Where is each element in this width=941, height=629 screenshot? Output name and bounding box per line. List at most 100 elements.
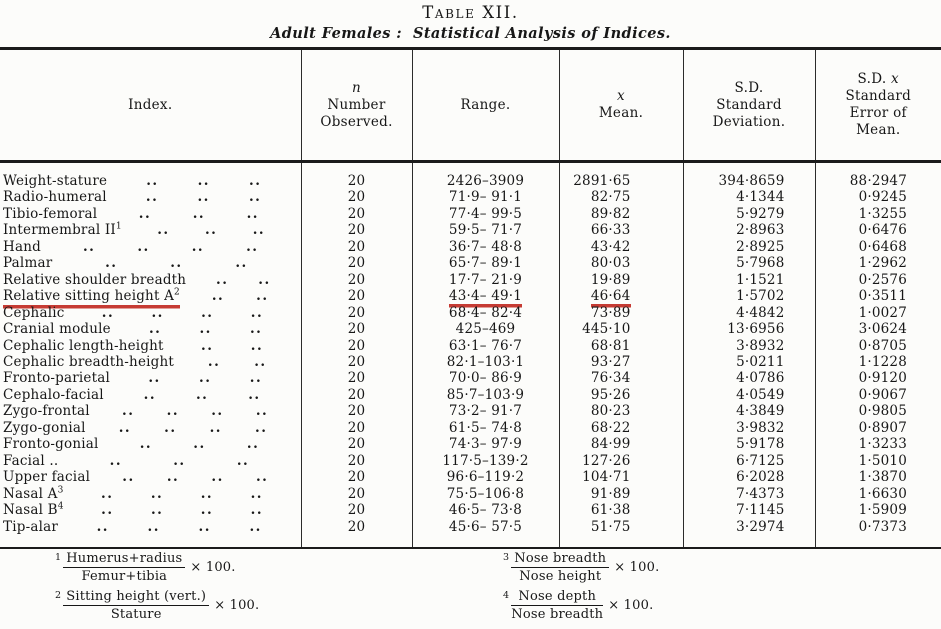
index-name: Zygo-frontal	[3, 403, 90, 420]
index-name: Radio-humeral	[3, 189, 107, 206]
standard-error-cell: 0·2576	[814, 271, 941, 289]
footnote-number: 4	[503, 590, 510, 601]
header-range: Range.	[411, 48, 559, 163]
mean-cell: 76·34	[558, 370, 683, 387]
n-observed-cell: 20	[300, 288, 412, 305]
table-row: Hand........ 20 36·7– 48·8 43·42 2·8925 0·646…	[0, 238, 941, 256]
index-name: Cephalic length-height	[3, 337, 164, 354]
table-row: Relative sitting height A2.... 20 43·4– 49…	[0, 288, 941, 305]
index-name: Nasal A3	[3, 485, 64, 502]
n-observed-cell: 20	[300, 271, 412, 289]
fraction-multiplier: × 100.	[190, 560, 236, 575]
footnote-number: 3	[503, 552, 510, 563]
index-name: Nasal B4	[3, 501, 64, 519]
fraction-denominator: Femur+tibia	[81, 569, 168, 584]
header-n-label: Number Observed.	[320, 96, 393, 130]
statistics-table: Index. n Number Observed. Range. x Mean.…	[0, 47, 941, 549]
index-cell: Radio-humeral......	[0, 189, 301, 205]
mean-cell: 73·89	[558, 304, 683, 322]
mean-cell: 46·64	[558, 288, 683, 305]
footnote-marker: 3	[57, 485, 64, 496]
n-observed-cell: 20	[300, 189, 412, 206]
footnote-fraction: Nose breadth Nose height	[511, 551, 610, 584]
table-row: Relative shoulder breadth.... 20 17·7– 21·…	[0, 271, 941, 289]
index-name: Fronto-gonial	[3, 436, 99, 453]
table-row: Zygo-frontal........ 20 73·2– 91·7 80·23 4·3…	[0, 403, 941, 420]
index-cell: Relative sitting height A2....	[0, 288, 301, 304]
header-index: Index.	[0, 48, 301, 163]
dot-leaders: ......	[145, 189, 262, 206]
table-row: Tip-alar........ 20 45·6– 57·5 51·75 3·2974 0…	[0, 518, 941, 548]
dot-leaders: ......	[157, 222, 266, 239]
header-se-symbol-line: S.D. x	[857, 71, 899, 87]
footnote: 4 Nose depth Nose breadth × 100.	[503, 589, 863, 622]
table-row: Fronto-parietal...... 20 70·0– 86·9 76·34 4·…	[0, 370, 941, 387]
table-row: Nasal B4........ 20 46·5– 73·8 61·38 7·1145 1…	[0, 501, 941, 519]
dot-leaders: ......	[139, 436, 260, 453]
footnote-number: 1	[55, 552, 62, 563]
standard-deviation-cell: 4·1344	[682, 189, 815, 206]
index-cell: Tibio-femoral......	[0, 206, 301, 222]
index-name: Cranial module	[3, 321, 111, 338]
footnote-marker: 1	[115, 221, 122, 232]
standard-error-cell: 1·3233	[814, 436, 941, 453]
dot-leaders: ......	[109, 452, 250, 469]
header-se-label: Standard Error of Mean.	[845, 88, 912, 138]
table-row: Cephalic breadth-height.... 20 82·1–103·1 9…	[0, 353, 941, 371]
range-cell: 74·3– 97·9	[411, 436, 559, 453]
standard-deviation-cell: 4·0549	[682, 386, 815, 404]
mean-cell: 91·89	[558, 485, 683, 503]
range-cell: 70·0– 86·9	[411, 370, 559, 387]
index-cell: Upper facial........	[0, 469, 301, 485]
n-observed-cell: 20	[300, 518, 412, 548]
footnote-marker: 2	[174, 287, 180, 298]
dot-leaders: ........	[122, 469, 269, 486]
standard-error-cell: 0·9120	[814, 370, 941, 387]
mean-cell: 61·38	[558, 502, 683, 519]
standard-error-cell: 0·9067	[814, 386, 941, 404]
table-body: Weight-stature...... 20 2426–3909 2891·65 39…	[0, 161, 941, 548]
standard-error-cell: 0·6468	[814, 238, 941, 256]
fraction-numerator: Sitting height (vert.)	[63, 589, 210, 606]
footnote-fraction: Nose depth Nose breadth	[511, 589, 604, 622]
n-observed-cell: 20	[300, 452, 412, 470]
header-standard-error: S.D. x Standard Error of Mean.	[814, 48, 941, 163]
standard-error-cell: 1·5909	[814, 502, 941, 519]
range-cell: 117·5–139·2	[411, 452, 559, 470]
header-n-symbol: n	[352, 79, 361, 96]
index-cell: Hand........	[0, 239, 301, 255]
dot-leaders: ......	[146, 173, 262, 189]
index-cell: Relative shoulder breadth....	[0, 272, 301, 288]
standard-error-cell: 0·9245	[814, 189, 941, 206]
standard-deviation-cell: 1·1521	[682, 271, 815, 289]
dot-leaders: ......	[148, 370, 263, 387]
index-name: Hand	[3, 238, 41, 255]
mean-cell: 80·03	[558, 255, 683, 272]
standard-deviation-cell: 1·5702	[682, 288, 815, 305]
index-cell: Zygo-frontal........	[0, 403, 301, 419]
index-name: Fronto-parietal	[3, 370, 110, 387]
table-row: Weight-stature...... 20 2426–3909 2891·65 39…	[0, 161, 941, 190]
range-cell: 65·7– 89·1	[411, 255, 559, 272]
dot-leaders: ....	[216, 271, 271, 288]
standard-deviation-cell: 3·8932	[682, 337, 815, 354]
n-observed-cell: 20	[300, 419, 412, 437]
dot-leaders: ........	[101, 502, 264, 519]
mean-cell: 80·23	[558, 403, 683, 420]
index-name: Weight-stature	[3, 173, 108, 189]
range-cell: 68·4– 82·4	[411, 304, 559, 322]
table-row: Cranial module...... 20 425–469 445·10 13·69…	[0, 321, 941, 338]
index-cell: Zygo-gonial........	[0, 420, 301, 436]
header-index-label: Index.	[128, 96, 173, 113]
footnote: 1 Humerus+radius Femur+tibia × 100.	[55, 551, 435, 584]
n-observed-cell: 20	[300, 370, 412, 387]
fraction-denominator: Stature	[110, 607, 162, 622]
standard-error-cell: 0·8705	[814, 337, 941, 354]
dot-leaders: ......	[138, 205, 259, 222]
footnote: 2 Sitting height (vert.) Stature × 100.	[55, 589, 435, 622]
mean-cell: 84·99	[558, 436, 683, 453]
dot-leaders: ........	[96, 518, 262, 535]
standard-error-cell: 0·8907	[814, 419, 941, 437]
standard-error-cell: 1·3255	[814, 205, 941, 223]
standard-deviation-cell: 394·8659	[682, 161, 815, 190]
